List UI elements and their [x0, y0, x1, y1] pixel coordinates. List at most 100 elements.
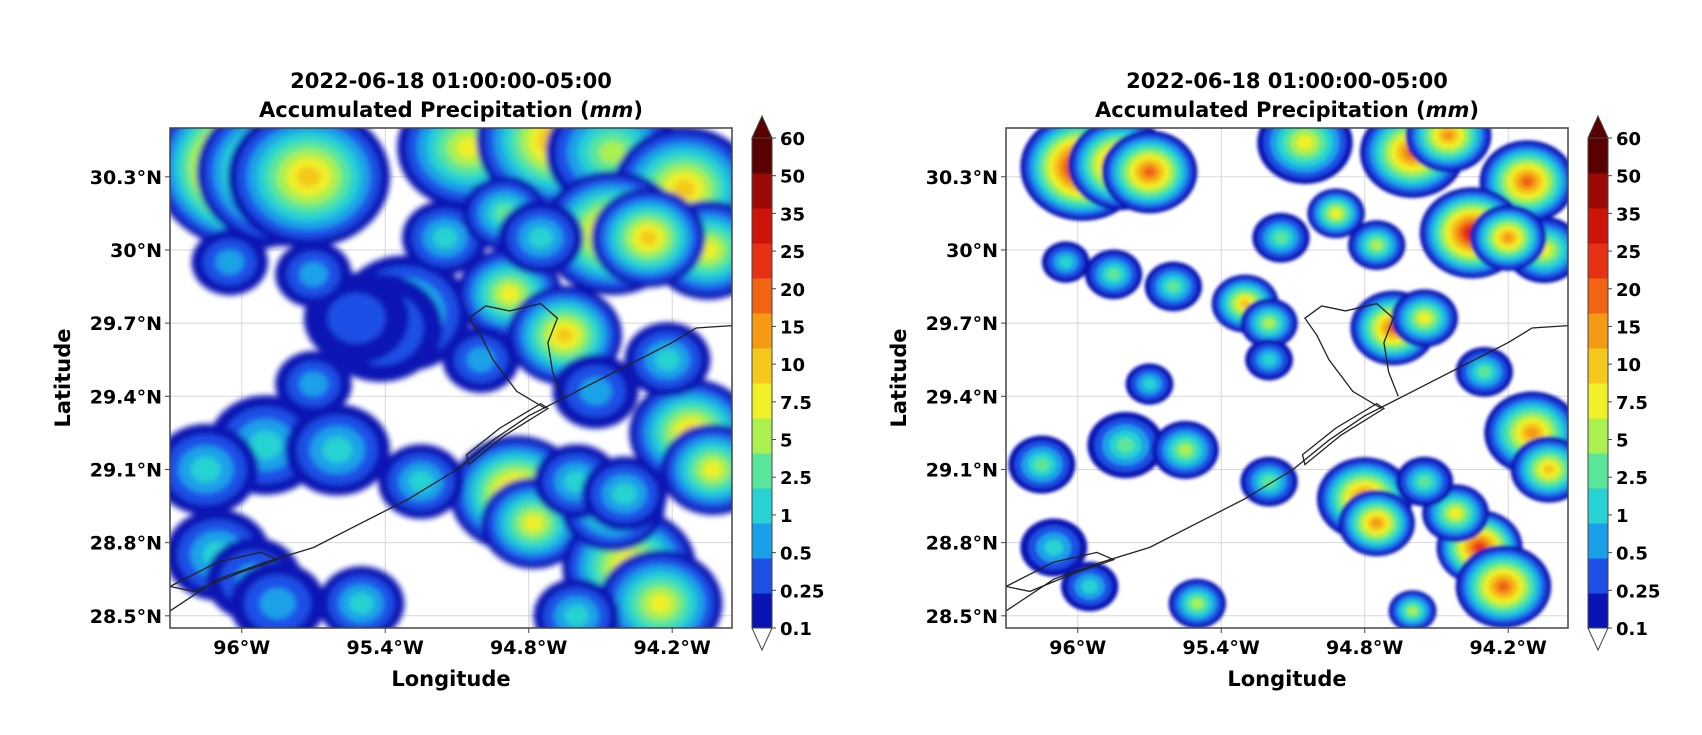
colorbar-segment: [1588, 278, 1608, 314]
precip-cell: [1058, 256, 1073, 269]
colorbar-segment: [752, 453, 772, 489]
colorbar-label: 35: [780, 204, 805, 225]
precip-cell: [327, 293, 386, 344]
precip-cell: [639, 230, 657, 246]
colorbar-label: 0.5: [780, 544, 812, 565]
x-tick-label: 96°W: [213, 637, 270, 659]
precip-cell: [564, 605, 589, 627]
precip-cell: [673, 179, 695, 199]
precip-cell: [599, 141, 626, 164]
precip-cell: [1240, 299, 1251, 308]
chart-title-variable: Accumulated Precipitation (mm): [259, 98, 643, 122]
colorbar-segment: [752, 138, 772, 174]
precip-cell: [1450, 508, 1462, 519]
colorbar-extend-max: [1587, 114, 1609, 139]
x-axis-label: Longitude: [1227, 667, 1346, 691]
precip-cell: [296, 166, 321, 188]
colorbar: 0.1 0.25 0.5 1 2.5 5 7.5 10 15 20 25 35 50 60: [751, 114, 824, 652]
precip-cell: [322, 436, 353, 463]
y-tick-label: 28.8°N: [926, 533, 998, 555]
precip-cell: [190, 456, 221, 483]
precip-cell: [432, 227, 458, 249]
colorbar-segment: [1588, 173, 1608, 209]
coastline-group: [1006, 302, 1568, 612]
y-axis-label: Latitude: [51, 328, 75, 427]
precip-cell: [1417, 475, 1432, 488]
colorbar-frame: [751, 137, 773, 629]
precip-cell: [1262, 475, 1276, 488]
colorbar-segment: [1588, 453, 1608, 489]
precip-cell: [249, 430, 283, 460]
colorbar-label: 60: [780, 129, 805, 150]
precip-cell: [1263, 318, 1275, 328]
colorbar-label: 25: [1616, 242, 1641, 263]
precip-cell: [1525, 427, 1539, 439]
colorbar-segment: [1588, 313, 1608, 349]
galveston-bay: [1304, 302, 1399, 410]
y-tick-label: 29.7°N: [90, 313, 162, 335]
chart-title-prefix: Accumulated Precipitation (: [1095, 98, 1426, 122]
colorbar-label: 2.5: [780, 468, 812, 489]
y-tick-label: 28.5°N: [90, 606, 162, 628]
colorbar-label: 1: [780, 506, 793, 527]
colorbar-label: 7.5: [780, 393, 812, 414]
precip-cell: [1477, 366, 1491, 378]
colorbar-segment: [752, 348, 772, 384]
y-tick-label: 30°N: [946, 240, 998, 262]
colorbar-label: 50: [1616, 167, 1641, 188]
x-tick-label: 94.8°W: [1326, 637, 1403, 659]
coastline: [1006, 324, 1568, 612]
precip-cell: [456, 137, 481, 158]
colorbar-label: 15: [1616, 317, 1641, 338]
colorbar-segment: [1588, 593, 1608, 629]
colorbar-label: 0.25: [1616, 581, 1660, 602]
chart-title-suffix: ): [633, 98, 643, 122]
colorbar-segment: [752, 383, 772, 419]
colorbar-segment: [1588, 488, 1608, 524]
colorbar-label: 20: [1616, 280, 1641, 301]
colorbar-label: 15: [780, 317, 805, 338]
colorbar-segment: [1588, 523, 1608, 559]
colorbar-label: 0.25: [780, 581, 824, 602]
precip-panel-right: 2022-06-18 01:00:00-05:00 Accumulated Pre…: [836, 0, 1687, 731]
precip-cell: [1106, 268, 1121, 281]
precip-cell: [704, 461, 722, 478]
precip-cell: [1274, 232, 1288, 244]
galveston-island: [465, 402, 550, 466]
precip-cell: [1543, 464, 1555, 475]
y-tick-label: 30.3°N: [90, 167, 162, 189]
precip-cell: [1116, 437, 1135, 453]
colorbar-label: 5: [780, 431, 793, 452]
y-tick-label: 28.8°N: [90, 533, 162, 555]
colorbar-extend-min: [751, 627, 773, 652]
colorbar-label: 10: [780, 355, 805, 376]
coastline-group: [170, 302, 732, 612]
colorbar-label: 35: [1616, 204, 1641, 225]
colorbar-segment: [1588, 348, 1608, 384]
colorbar-segment: [752, 558, 772, 594]
colorbar-segment: [752, 173, 772, 209]
precip-cell: [1191, 598, 1203, 609]
colorbar-frame: [1587, 137, 1609, 629]
precip-cell: [1503, 233, 1514, 243]
precip-cell: [299, 371, 328, 397]
precip-cell: [1371, 240, 1383, 250]
matagorda-lagoon: [1006, 551, 1116, 593]
precip-cell: [1407, 606, 1418, 615]
colorbar-segment: [752, 313, 772, 349]
colorbar-segment: [752, 418, 772, 454]
colorbar-label: 60: [1616, 129, 1641, 150]
x-tick-label: 94.2°W: [1470, 637, 1547, 659]
colorbar-segment: [1588, 383, 1608, 419]
precip-cell: [349, 592, 374, 615]
colorbar-label: 10: [1616, 355, 1641, 376]
precip-map-right: 2022-06-18 01:00:00-05:00 Accumulated Pre…: [887, 69, 1660, 691]
colorbar-label: 2.5: [1616, 468, 1648, 489]
precip-cell: [1044, 539, 1064, 556]
precip-cell: [215, 249, 245, 275]
colorbar-segment: [1588, 558, 1608, 594]
precip-cell: [1521, 176, 1533, 187]
precip-cell: [1143, 167, 1156, 177]
x-tick-label: 94.2°W: [634, 637, 711, 659]
colorbar-label: 7.5: [1616, 393, 1648, 414]
